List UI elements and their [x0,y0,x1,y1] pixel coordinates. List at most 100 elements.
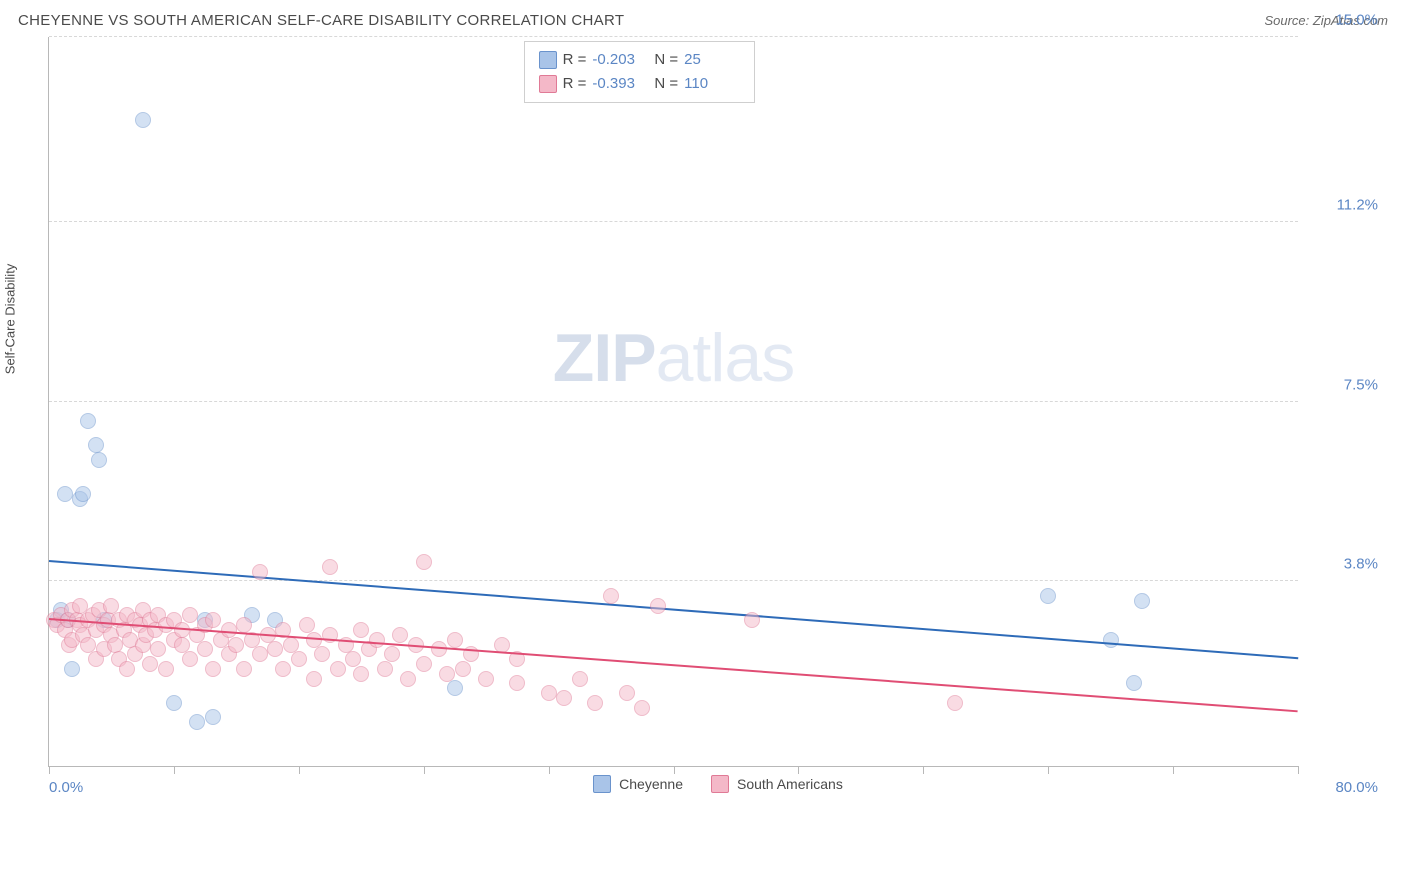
data-point [392,627,408,643]
x-tick [299,766,300,774]
y-tick-label: 7.5% [1308,376,1378,393]
correlation-legend: R = -0.203 N = 25 R = -0.393 N = 110 [524,41,756,103]
data-point [314,646,330,662]
data-point [142,656,158,672]
data-point [416,554,432,570]
data-point [369,632,385,648]
data-point [1126,675,1142,691]
x-tick [424,766,425,774]
data-point [103,598,119,614]
data-point [1134,593,1150,609]
data-point [252,646,268,662]
data-point [478,671,494,687]
data-point [174,637,190,653]
data-point [455,661,471,677]
x-tick [49,766,50,774]
data-point [572,671,588,687]
data-point [330,661,346,677]
data-point [75,486,91,502]
data-point [947,695,963,711]
data-point [275,661,291,677]
data-point [80,413,96,429]
legend-row-south-americans: R = -0.393 N = 110 [539,72,741,96]
gridline [49,580,1298,581]
data-point [228,637,244,653]
gridline [49,36,1298,37]
data-point [182,607,198,623]
data-point [377,661,393,677]
chart-title: CHEYENNE VS SOUTH AMERICAN SELF-CARE DIS… [18,12,624,29]
data-point [57,486,73,502]
data-point [236,617,252,633]
swatch-icon [711,775,729,793]
data-point [64,661,80,677]
data-point [91,452,107,468]
data-point [353,622,369,638]
data-point [353,666,369,682]
series-legend: Cheyenne South Americans [48,775,1388,793]
data-point [197,641,213,657]
data-point [416,656,432,672]
watermark: ZIPatlas [553,319,794,397]
x-tick [923,766,924,774]
plot-area: ZIPatlas R = -0.203 N = 25 R = -0.393 N … [48,37,1298,767]
data-point [291,651,307,667]
y-tick-label: 3.8% [1308,556,1378,573]
data-point [1103,632,1119,648]
chart-header: CHEYENNE VS SOUTH AMERICAN SELF-CARE DIS… [0,0,1406,37]
data-point [634,700,650,716]
chart-container: Self-Care Disability ZIPatlas R = -0.203… [48,37,1388,807]
data-point [587,695,603,711]
data-point [119,661,135,677]
data-point [205,612,221,628]
data-point [541,685,557,701]
legend-item-south-americans: South Americans [711,775,843,793]
data-point [306,671,322,687]
data-point [267,641,283,657]
data-point [80,637,96,653]
swatch-cheyenne [539,51,557,69]
data-point [236,661,252,677]
x-tick [798,766,799,774]
x-tick [174,766,175,774]
data-point [345,651,361,667]
legend-row-cheyenne: R = -0.203 N = 25 [539,48,741,72]
data-point [283,637,299,653]
data-point [556,690,572,706]
swatch-icon [593,775,611,793]
data-point [1040,588,1056,604]
data-point [431,641,447,657]
x-tick [549,766,550,774]
gridline [49,401,1298,402]
data-point [107,637,123,653]
data-point [205,661,221,677]
data-point [509,675,525,691]
x-tick [1298,766,1299,774]
y-tick-label: 15.0% [1308,12,1378,29]
y-tick-label: 11.2% [1308,196,1378,213]
data-point [619,685,635,701]
data-point [158,661,174,677]
data-point [166,695,182,711]
data-point [182,651,198,667]
gridline [49,221,1298,222]
data-point [447,680,463,696]
x-tick [1048,766,1049,774]
data-point [205,709,221,725]
x-tick [674,766,675,774]
data-point [135,112,151,128]
data-point [447,632,463,648]
data-point [189,714,205,730]
data-point [603,588,619,604]
data-point [252,564,268,580]
data-point [439,666,455,682]
data-point [88,437,104,453]
data-point [650,598,666,614]
data-point [400,671,416,687]
data-point [744,612,760,628]
x-tick [1173,766,1174,774]
legend-item-cheyenne: Cheyenne [593,775,683,793]
data-point [150,641,166,657]
swatch-south-americans [539,75,557,93]
data-point [322,559,338,575]
